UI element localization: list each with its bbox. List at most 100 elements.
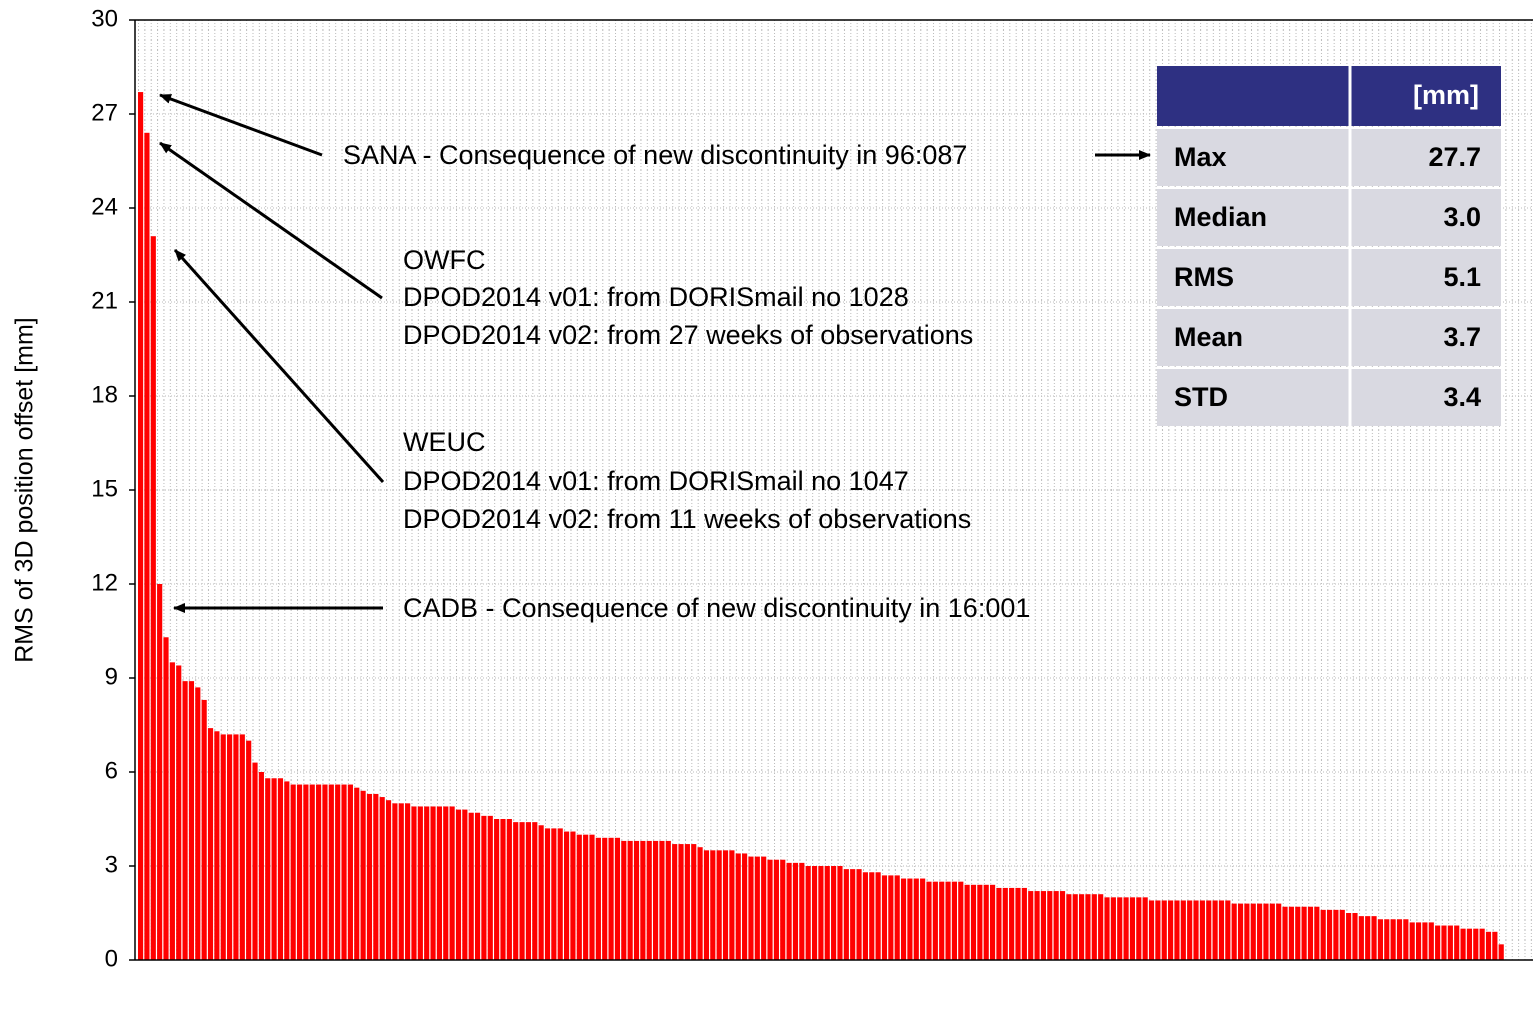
bar bbox=[252, 762, 258, 960]
annotation: DPOD2014 v02: from 11 weeks of observati… bbox=[403, 504, 971, 534]
bar bbox=[1098, 894, 1104, 960]
bar bbox=[1136, 897, 1142, 960]
bar bbox=[1396, 919, 1403, 960]
bar bbox=[951, 881, 957, 960]
bar bbox=[659, 840, 665, 960]
bar bbox=[430, 806, 436, 960]
bar bbox=[284, 781, 290, 960]
bar bbox=[519, 822, 525, 960]
bar bbox=[303, 784, 309, 960]
bar bbox=[1326, 909, 1333, 960]
bar bbox=[1066, 894, 1072, 960]
bar bbox=[1161, 900, 1167, 960]
bar bbox=[1301, 906, 1307, 960]
bar bbox=[608, 837, 614, 960]
y-tick-label: 27 bbox=[91, 99, 118, 126]
bar bbox=[996, 887, 1002, 960]
bar bbox=[862, 872, 868, 960]
bar bbox=[748, 856, 754, 960]
arrow bbox=[173, 248, 385, 484]
bar bbox=[754, 856, 760, 960]
bar bbox=[392, 803, 398, 960]
bar bbox=[258, 772, 264, 960]
bar bbox=[843, 869, 849, 960]
bar bbox=[322, 784, 328, 960]
bar bbox=[945, 881, 951, 960]
table-row-label: RMS bbox=[1174, 262, 1234, 292]
bar bbox=[144, 132, 150, 961]
bar bbox=[1390, 919, 1396, 960]
bar bbox=[1295, 906, 1301, 960]
bar bbox=[347, 784, 353, 960]
annotation: CADB - Consequence of new discontinuity … bbox=[403, 593, 1030, 623]
bar bbox=[385, 800, 392, 960]
y-tick-label: 6 bbox=[105, 757, 118, 784]
bar bbox=[1257, 903, 1263, 960]
bar bbox=[201, 699, 207, 960]
bar bbox=[869, 872, 875, 960]
bar bbox=[296, 784, 303, 960]
bar bbox=[678, 844, 684, 960]
bar bbox=[1148, 900, 1155, 960]
bar bbox=[697, 847, 703, 960]
bar bbox=[881, 875, 888, 960]
y-tick-label: 0 bbox=[105, 945, 118, 972]
bar bbox=[932, 881, 938, 960]
bar bbox=[1168, 900, 1174, 960]
bar bbox=[532, 822, 538, 960]
bar bbox=[1129, 897, 1136, 960]
annotations: SANA - Consequence of new discontinuity … bbox=[343, 140, 1030, 623]
bar bbox=[500, 819, 506, 960]
bar bbox=[570, 831, 576, 960]
bar bbox=[309, 784, 315, 960]
bar bbox=[703, 850, 710, 960]
bar bbox=[525, 822, 532, 960]
bar bbox=[487, 815, 493, 960]
bar bbox=[1320, 909, 1326, 960]
bar bbox=[1047, 891, 1053, 960]
bar bbox=[1479, 928, 1485, 960]
bar bbox=[716, 850, 722, 960]
bar bbox=[1206, 900, 1212, 960]
bar bbox=[462, 809, 468, 960]
bar bbox=[729, 850, 735, 960]
bar bbox=[1339, 909, 1345, 960]
bar bbox=[449, 806, 455, 960]
bar bbox=[589, 834, 595, 960]
annotation: WEUC bbox=[403, 427, 486, 457]
bar bbox=[182, 681, 188, 960]
bar bbox=[335, 784, 341, 960]
bar bbox=[805, 866, 811, 960]
table-row-value: 5.1 bbox=[1443, 262, 1481, 292]
bar bbox=[411, 806, 417, 960]
y-tick-label: 24 bbox=[91, 193, 118, 220]
bar bbox=[1441, 925, 1447, 960]
bar bbox=[1187, 900, 1193, 960]
bar bbox=[646, 840, 652, 960]
bar bbox=[538, 825, 544, 960]
bar bbox=[214, 731, 220, 960]
bar bbox=[818, 866, 824, 960]
bar bbox=[481, 815, 487, 960]
bar bbox=[1263, 903, 1269, 960]
bar bbox=[1117, 897, 1123, 960]
bar bbox=[653, 840, 659, 960]
bar bbox=[761, 856, 767, 960]
bar bbox=[1307, 906, 1314, 960]
bar bbox=[1244, 903, 1250, 960]
bar bbox=[1237, 903, 1244, 960]
arrow bbox=[159, 141, 383, 300]
bar bbox=[1333, 909, 1339, 960]
annotation: DPOD2014 v02: from 27 weeks of observati… bbox=[403, 320, 973, 350]
bar bbox=[1174, 900, 1180, 960]
bar bbox=[672, 844, 678, 960]
bar bbox=[824, 866, 830, 960]
bar bbox=[557, 828, 563, 960]
bar bbox=[939, 881, 945, 960]
bar bbox=[1040, 891, 1047, 960]
bar bbox=[665, 840, 671, 960]
annotation: DPOD2014 v01: from DORISmail no 1047 bbox=[403, 466, 909, 496]
table-row-label: STD bbox=[1174, 382, 1228, 412]
bar bbox=[1091, 894, 1097, 960]
